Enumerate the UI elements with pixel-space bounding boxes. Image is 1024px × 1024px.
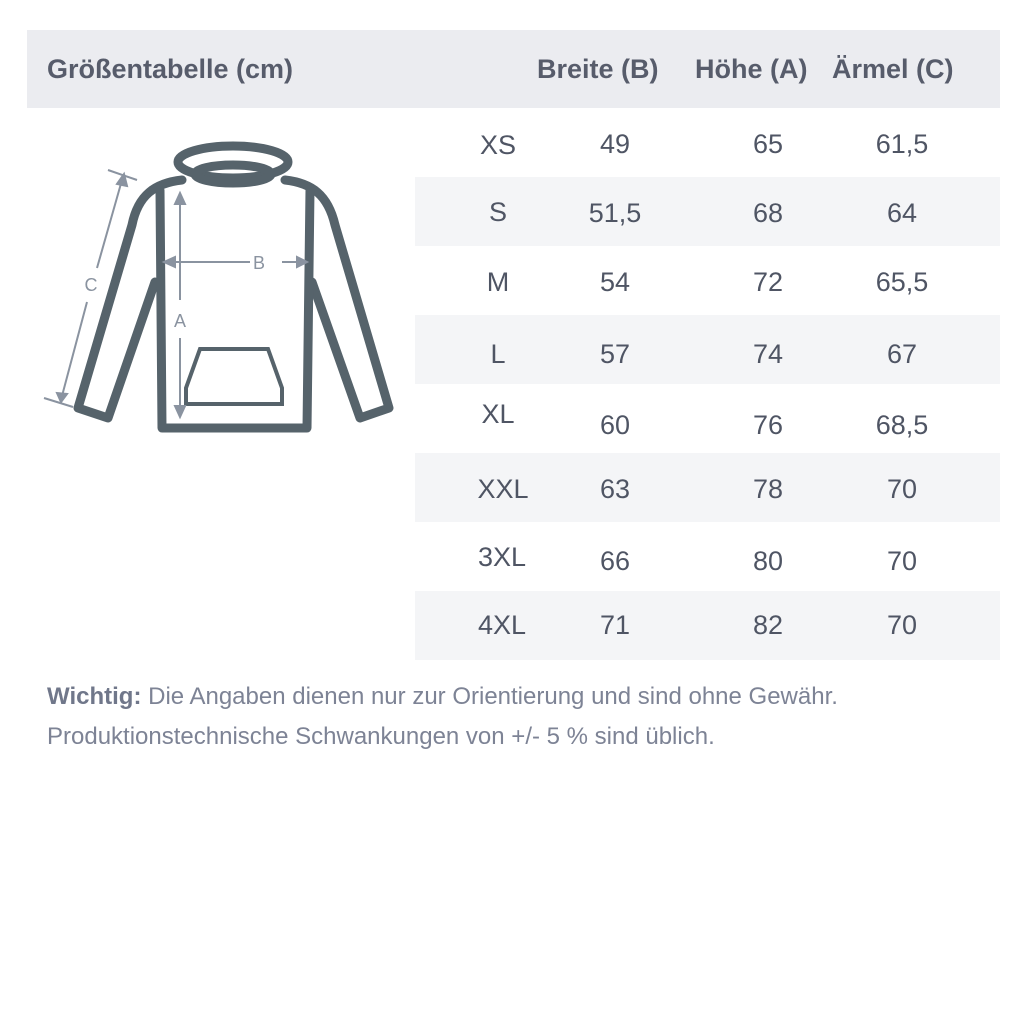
note-label: Wichtig: [47, 683, 142, 710]
size-cell: M [486, 267, 510, 297]
disclaimer-note: Wichtig: Die Angaben dienen nur zur Orie… [47, 677, 838, 757]
note-line-2: Produktionstechnische Schwankungen von +… [47, 723, 715, 750]
hoehe-cell: 72 [752, 267, 784, 297]
breite-cell: 71 [599, 610, 631, 640]
table-row: 4XL 71 82 70 [415, 591, 1000, 660]
table-header: Größentabelle (cm) Breite (B) Höhe (A) Ä… [27, 30, 1000, 108]
size-cell: L [490, 339, 506, 369]
aermel-cell: 70 [886, 546, 918, 576]
breite-cell: 66 [599, 546, 631, 576]
breite-cell: 54 [599, 267, 631, 297]
table-row: 3XL 66 80 70 [415, 522, 1000, 591]
label-a: A [174, 311, 186, 331]
breite-cell: 49 [599, 129, 631, 159]
table-row: M 54 72 65,5 [415, 246, 1000, 315]
hoodie-diagram: B A C [43, 141, 394, 433]
aermel-cell: 67 [886, 339, 918, 369]
aermel-cell: 70 [886, 474, 918, 504]
breite-cell: 51,5 [588, 198, 642, 228]
hoehe-cell: 68 [752, 198, 784, 228]
size-cell: 3XL [477, 542, 527, 572]
hoehe-cell: 74 [752, 339, 784, 369]
size-cell: XL [481, 399, 515, 429]
aermel-cell: 68,5 [875, 410, 929, 440]
size-cell: XXL [477, 474, 529, 504]
size-cell: XS [479, 130, 517, 160]
hoodie-icon [73, 141, 394, 433]
hoehe-cell: 82 [752, 610, 784, 640]
hoehe-cell: 80 [752, 546, 784, 576]
note-line-1: Die Angaben dienen nur zur Orientierung … [141, 683, 838, 710]
breite-cell: 63 [599, 474, 631, 504]
aermel-cell: 65,5 [875, 267, 929, 297]
hoehe-cell: 78 [752, 474, 784, 504]
table-row: XS 49 65 61,5 [415, 108, 1000, 177]
label-c: C [85, 275, 98, 295]
measure-lines [43, 169, 310, 420]
aermel-cell: 64 [886, 198, 918, 228]
aermel-cell: 70 [886, 610, 918, 640]
table-title: Größentabelle (cm) [47, 54, 294, 84]
table-row: XL 60 76 68,5 [415, 384, 1000, 453]
column-header-hoehe: Höhe (A) [695, 54, 808, 84]
column-header-aermel: Ärmel (C) [832, 54, 954, 84]
breite-cell: 60 [599, 410, 631, 440]
column-header-breite: Breite (B) [537, 54, 659, 84]
hoehe-cell: 76 [752, 410, 784, 440]
label-b: B [253, 253, 265, 273]
size-cell: 4XL [477, 610, 527, 640]
table-row: S 51,5 68 64 [415, 177, 1000, 246]
size-table: XS 49 65 61,5 S 51,5 68 64 M 54 72 65,5 L 57 74 67 X… [415, 108, 1000, 660]
size-cell: S [488, 197, 508, 227]
breite-cell: 57 [599, 339, 631, 369]
table-row: L 57 74 67 [415, 315, 1000, 384]
aermel-cell: 61,5 [875, 129, 929, 159]
table-row: XXL 63 78 70 [415, 453, 1000, 522]
hoehe-cell: 65 [752, 129, 784, 159]
pocket-shape [184, 347, 284, 406]
